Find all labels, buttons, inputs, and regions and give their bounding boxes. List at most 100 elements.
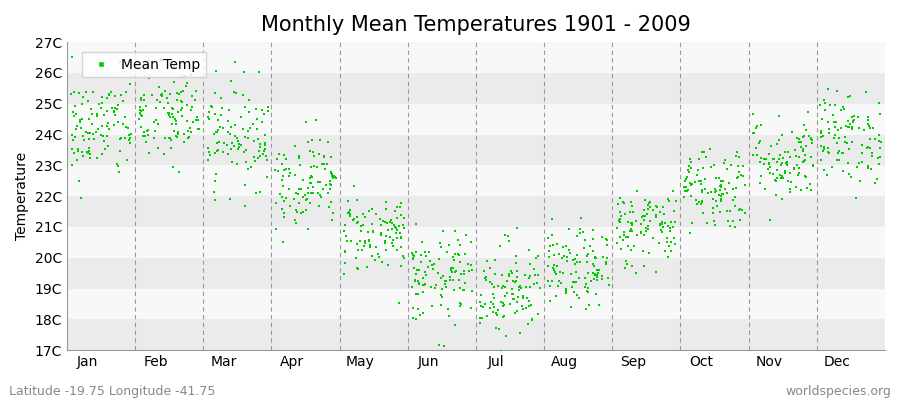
Point	[142, 75, 157, 81]
Point	[782, 186, 796, 192]
Point	[454, 300, 468, 307]
Point	[613, 234, 627, 240]
Point	[708, 174, 723, 181]
Point	[509, 260, 524, 266]
Point	[363, 242, 377, 248]
Point	[585, 261, 599, 268]
Point	[775, 196, 789, 202]
Point	[480, 313, 494, 320]
Point	[215, 124, 230, 131]
Point	[562, 226, 576, 232]
Point	[822, 130, 836, 136]
Point	[172, 168, 186, 175]
Point	[736, 163, 751, 169]
Point	[513, 330, 527, 336]
Point	[754, 154, 769, 161]
Point	[451, 251, 465, 258]
Point	[696, 164, 710, 171]
Point	[156, 56, 170, 63]
Point	[772, 152, 787, 158]
Point	[449, 268, 464, 274]
Point	[797, 157, 812, 164]
Point	[511, 294, 526, 300]
Point	[572, 275, 587, 281]
Point	[415, 238, 429, 245]
Point	[393, 212, 408, 218]
Point	[141, 127, 156, 133]
Point	[111, 102, 125, 109]
Point	[257, 132, 272, 138]
Point	[417, 282, 431, 288]
Point	[775, 159, 789, 166]
Point	[541, 235, 555, 241]
Point	[579, 306, 593, 313]
Point	[407, 253, 421, 260]
Point	[279, 156, 293, 162]
Point	[392, 300, 407, 306]
Point	[488, 256, 502, 263]
Point	[94, 105, 108, 111]
Point	[406, 255, 420, 261]
Point	[553, 250, 567, 257]
Point	[119, 124, 133, 130]
Point	[411, 290, 426, 297]
Point	[231, 141, 246, 147]
Point	[509, 268, 524, 274]
Point	[295, 177, 310, 183]
Point	[207, 111, 221, 118]
Point	[344, 238, 358, 244]
Point	[90, 113, 104, 120]
Point	[680, 188, 694, 194]
Point	[234, 142, 248, 148]
Point	[289, 206, 303, 213]
Point	[209, 68, 223, 74]
Point	[238, 203, 252, 210]
Point	[448, 268, 463, 275]
Point	[306, 184, 320, 190]
Point	[166, 113, 180, 120]
Point	[79, 88, 94, 95]
Point	[554, 280, 568, 286]
Point	[275, 183, 290, 190]
Point	[494, 348, 508, 354]
Point	[513, 283, 527, 289]
Point	[860, 117, 875, 124]
Point	[860, 163, 875, 170]
Point	[818, 100, 832, 106]
Point	[269, 226, 284, 232]
Point	[747, 130, 761, 136]
Point	[381, 261, 395, 268]
Point	[738, 181, 752, 188]
Point	[377, 238, 392, 244]
Point	[773, 172, 788, 178]
Point	[118, 114, 132, 120]
Point	[230, 161, 244, 168]
Point	[624, 220, 638, 226]
Point	[729, 174, 743, 181]
Point	[273, 191, 287, 197]
Point	[864, 166, 878, 172]
Point	[521, 303, 535, 309]
Point	[707, 218, 722, 224]
Point	[209, 129, 223, 136]
Point	[166, 164, 180, 170]
Point	[677, 194, 691, 200]
Point	[683, 193, 698, 200]
Point	[569, 269, 583, 276]
Point	[396, 215, 410, 222]
Point	[86, 120, 100, 127]
Point	[570, 291, 584, 298]
Point	[357, 238, 372, 244]
Point	[691, 199, 706, 206]
Point	[184, 71, 198, 78]
Point	[630, 232, 644, 238]
Point	[624, 247, 638, 254]
Point	[794, 139, 808, 146]
Point	[834, 150, 849, 156]
Point	[324, 168, 338, 175]
Point	[73, 118, 87, 125]
Point	[341, 210, 356, 216]
Point	[229, 132, 243, 139]
Point	[309, 117, 323, 123]
Point	[550, 262, 564, 269]
